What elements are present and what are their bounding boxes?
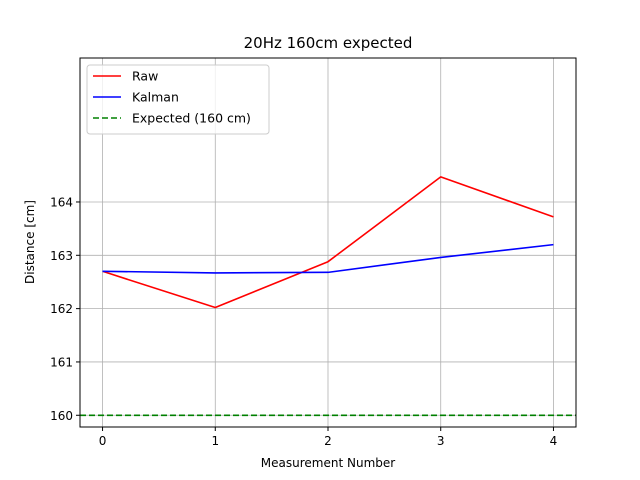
series-lines [80,176,576,417]
series-line-kalman [102,243,554,274]
x-axis-label: Measurement Number [261,456,395,470]
legend: Raw Kalman Expected (160 cm) [86,64,270,135]
x-tick-label: 4 [550,434,558,448]
x-tick-label: 1 [211,434,219,448]
x-tick-label: 0 [99,434,107,448]
legend-label-raw: Raw [132,69,158,84]
y-tick-label: 160 [50,409,73,423]
y-tick-label: 161 [50,355,73,369]
y-axis-label: Distance [cm] [23,200,37,284]
series-line-raw [102,176,554,309]
legend-box [86,64,270,135]
y-tick-label: 163 [50,249,73,263]
x-tick-label: 2 [324,434,332,448]
y-tick-label: 164 [50,195,73,209]
legend-label-kalman: Kalman [132,90,179,105]
y-tick-label: 162 [50,302,73,316]
chart-title: 20Hz 160cm expected [244,34,413,52]
legend-label-expected-160-cm: Expected (160 cm) [132,111,251,126]
x-tick-label: 3 [437,434,445,448]
axis-ticks: 0 1 2 3 4 160 161 162 163 164 [50,195,557,448]
